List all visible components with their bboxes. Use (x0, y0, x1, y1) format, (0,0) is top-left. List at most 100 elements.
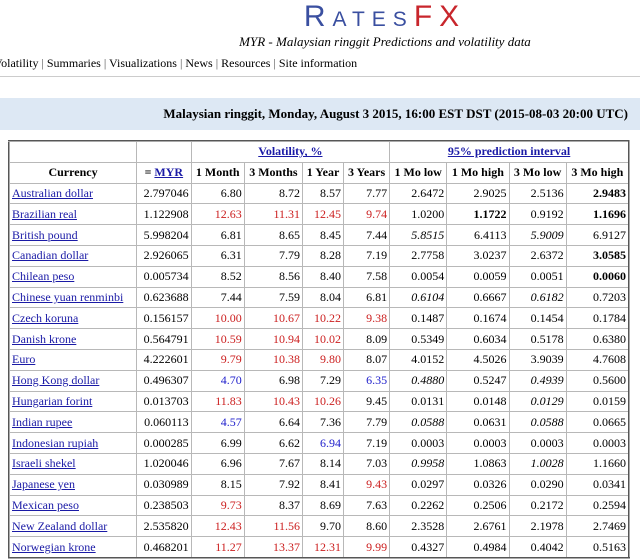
volatility-cell: 6.35 (343, 369, 391, 392)
interval-group-header: 95% prediction interval (389, 140, 630, 163)
volatility-cell: 9.70 (302, 515, 345, 538)
interval-cell: 1.0863 (446, 452, 510, 475)
rate-cell: 2.535820 (136, 515, 192, 538)
logo[interactable]: RatesFX (0, 0, 640, 34)
rates-table: Volatility, % 95% prediction interval Curr… (8, 140, 630, 559)
currency-link[interactable]: Danish krone (12, 331, 77, 346)
group-header-link[interactable]: 95% prediction interval (447, 144, 571, 159)
interval-cell: 0.5163 (565, 536, 630, 559)
currency-cell: Norwegian krone (8, 536, 138, 559)
currency-link[interactable]: Israeli shekel (12, 456, 76, 471)
nav-link[interactable]: Volatility (0, 56, 39, 70)
volatility-cell: 10.26 (302, 390, 345, 413)
volatility-cell: 12.63 (190, 203, 245, 226)
currency-cell: Danish krone (8, 328, 138, 350)
volatility-cell: 8.57 (302, 182, 345, 205)
volatility-cell: 6.31 (190, 244, 245, 267)
currency-link[interactable]: Chinese yuan renminbi (12, 289, 124, 304)
currency-link[interactable]: Mexican peso (12, 497, 79, 512)
interval-cell: 0.6380 (565, 328, 630, 350)
currency-link[interactable]: Canadian dollar (12, 248, 89, 263)
currency-row: Chinese yuan renminbi 0.623688 7.44 7.59 8.0… (8, 286, 630, 309)
interval-cell: 0.2594 (565, 494, 630, 517)
volatility-cell: 7.63 (343, 494, 391, 517)
currency-row: Israeli shekel 1.020046 6.96 7.67 8.14 7.03 0.… (8, 452, 630, 475)
interval-cell: 0.4880 (389, 369, 448, 392)
volatility-cell: 8.40 (302, 265, 345, 288)
interval-cell: 0.1454 (508, 307, 567, 330)
volatility-cell: 8.28 (302, 244, 345, 267)
interval-cell: 0.6034 (446, 328, 510, 350)
currency-link[interactable]: British pound (12, 227, 78, 242)
logo-rates: Rates (303, 0, 414, 33)
interval-cell: 0.0060 (565, 265, 630, 288)
currency-link[interactable]: New Zealand dollar (12, 518, 108, 533)
volatility-cell: 8.04 (302, 286, 345, 309)
interval-cell: 0.2506 (446, 494, 510, 517)
volatility-cell: 7.44 (343, 224, 391, 246)
currency-link[interactable]: Czech koruna (12, 310, 79, 325)
currency-cell: Indian rupee (8, 411, 138, 434)
nav-link[interactable]: Site information (270, 56, 357, 70)
nav-link[interactable]: Resources (213, 56, 271, 70)
column-header: 1 Mo low (389, 161, 448, 184)
interval-cell: 0.0051 (508, 265, 567, 288)
volatility-cell: 12.43 (190, 515, 245, 538)
rate-cell: 0.468201 (136, 536, 192, 559)
divider (0, 76, 640, 77)
volatility-cell: 7.19 (343, 244, 391, 267)
rate-cell: 2.926065 (136, 244, 192, 267)
currency-row: Australian dollar 2.797046 6.80 8.72 8.57 7.7… (8, 182, 630, 205)
interval-cell: 2.7469 (565, 515, 630, 538)
interval-cell: 0.1784 (565, 307, 630, 330)
interval-cell: 1.1696 (565, 203, 630, 226)
interval-cell: 0.1487 (389, 307, 448, 330)
currency-link[interactable]: Australian dollar (12, 185, 93, 200)
nav-link[interactable]: Visualizations (101, 56, 177, 70)
volatility-cell: 7.79 (243, 244, 304, 267)
interval-cell: 0.0159 (565, 390, 630, 413)
interval-cell: 2.7758 (389, 244, 448, 267)
interval-cell: 0.4984 (446, 536, 510, 559)
interval-cell: 0.4327 (389, 536, 448, 559)
column-header: = MYR (136, 161, 192, 184)
currency-row: British pound 5.998204 6.81 8.65 8.45 7.44 5.8… (8, 224, 630, 246)
rate-cell: 0.496307 (136, 369, 192, 392)
volatility-cell: 8.45 (302, 224, 345, 246)
currency-link[interactable]: Hungarian forint (12, 393, 93, 408)
volatility-cell: 9.73 (190, 494, 245, 517)
rate-currency-link[interactable]: MYR (154, 165, 184, 180)
currency-link[interactable]: Japanese yen (12, 477, 75, 492)
interval-cell: 2.6472 (389, 182, 448, 205)
nav-link[interactable]: News (177, 56, 213, 70)
interval-cell: 0.2172 (508, 494, 567, 517)
currency-row: Hong Kong dollar 0.496307 4.70 6.98 7.29 6.35… (8, 369, 630, 392)
currency-row: Hungarian forint 0.013703 11.83 10.43 10.26 9… (8, 390, 630, 413)
volatility-cell: 7.79 (343, 411, 391, 434)
interval-cell: 6.9127 (565, 224, 630, 246)
column-header: 3 Months (243, 161, 304, 184)
interval-cell: 5.9009 (508, 224, 567, 246)
currency-link[interactable]: Euro (12, 352, 36, 367)
currency-link[interactable]: Brazilian real (12, 206, 77, 221)
volatility-cell: 6.99 (190, 432, 245, 454)
currency-link[interactable]: Hong Kong dollar (12, 373, 100, 388)
volatility-cell: 6.80 (190, 182, 245, 205)
currency-link[interactable]: Indonesian rupiah (12, 435, 99, 450)
volatility-cell: 7.77 (343, 182, 391, 205)
interval-cell: 6.4113 (446, 224, 510, 246)
interval-cell: 1.1660 (565, 452, 630, 475)
rate-cell: 0.013703 (136, 390, 192, 413)
currency-link[interactable]: Norwegian krone (12, 539, 96, 554)
interval-cell: 0.9192 (508, 203, 567, 226)
currency-link[interactable]: Indian rupee (12, 414, 73, 429)
group-header-link[interactable]: Volatility, % (258, 144, 323, 159)
interval-cell: 0.0665 (565, 411, 630, 434)
nav-link[interactable]: Summaries (38, 56, 100, 70)
volatility-cell: 7.29 (302, 369, 345, 392)
volatility-cell: 9.43 (343, 473, 391, 496)
volatility-cell: 8.15 (190, 473, 245, 496)
interval-cell: 0.0148 (446, 390, 510, 413)
volatility-cell: 7.59 (243, 286, 304, 309)
currency-link[interactable]: Chilean peso (12, 269, 75, 284)
